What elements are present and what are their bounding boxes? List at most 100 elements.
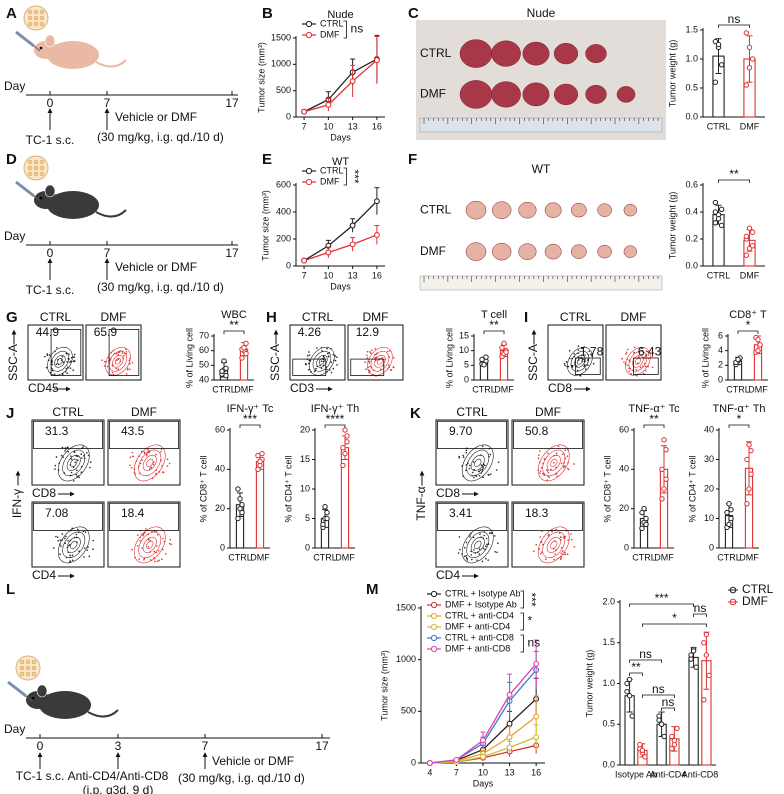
- y-axis-label: Tumor size (mm³): [379, 650, 389, 721]
- flow-event: [64, 450, 66, 452]
- legend-marker: [305, 178, 313, 186]
- flow-event: [69, 367, 72, 369]
- flow-header: DMF: [363, 310, 389, 324]
- mouse-ear: [44, 184, 56, 198]
- timeline-tick-label: 0: [47, 96, 54, 110]
- flow-event: [143, 452, 146, 455]
- tumour: [522, 82, 550, 107]
- flow-contour: [546, 536, 561, 553]
- sig-label: ***: [655, 591, 669, 605]
- flow-event: [80, 453, 82, 456]
- sig-bracket: [643, 424, 665, 428]
- flow-contour: [634, 357, 641, 365]
- flow-x-label: CD8: [436, 486, 460, 500]
- cell: [39, 9, 45, 15]
- cell: [19, 659, 25, 665]
- data-point: [712, 79, 719, 85]
- data-point: [724, 509, 730, 516]
- flow-event: [131, 451, 134, 454]
- flow-gate: [575, 357, 601, 375]
- flow-event: [73, 451, 76, 453]
- flow-event: [153, 550, 156, 553]
- flow-contour: [318, 357, 325, 365]
- flow-event: [158, 559, 160, 562]
- y-tick-label: 1.5: [602, 637, 615, 647]
- y-tick-label: 1.0: [685, 53, 698, 63]
- flow-event: [630, 372, 632, 375]
- y-tick-label: 20: [300, 424, 310, 434]
- flow-event: [590, 353, 593, 356]
- flow-contour: [546, 454, 561, 471]
- data-point: [726, 501, 732, 507]
- data-point: [661, 486, 667, 492]
- flow-contour: [142, 454, 157, 471]
- flow-event: [153, 560, 156, 563]
- flow-event: [480, 464, 483, 466]
- y-axis-label: Tumor size (mm³): [256, 42, 266, 113]
- y-tick-label: 60: [199, 345, 209, 355]
- flow-gate-value: 31.3: [45, 424, 69, 438]
- flow-contour: [632, 354, 644, 368]
- data-point: [746, 44, 753, 51]
- flow-event: [560, 552, 563, 554]
- y-tick-label: 0: [286, 260, 291, 270]
- flow-event: [88, 555, 91, 558]
- data-point: [659, 466, 665, 473]
- sig-bracket: [520, 612, 524, 631]
- flow-contour: [576, 357, 583, 365]
- flow-contour: [628, 350, 648, 372]
- flow-event: [473, 549, 475, 551]
- flow-event: [139, 539, 141, 542]
- sig-label: **: [229, 318, 239, 332]
- flow-event: [103, 365, 106, 367]
- sig-bracket: [343, 167, 347, 186]
- flow-event: [540, 467, 543, 469]
- sig-label: ***: [243, 412, 257, 426]
- flow-header: CTRL: [302, 310, 334, 324]
- data-point: [533, 734, 540, 741]
- flow-event: [458, 455, 460, 458]
- flow-event: [306, 355, 309, 357]
- legend-marker: [430, 601, 438, 609]
- cell: [33, 171, 39, 177]
- flow-event: [366, 354, 368, 357]
- flow-event: [651, 355, 654, 358]
- data-point: [480, 753, 486, 760]
- tumour: [459, 80, 493, 109]
- mouse-ear: [36, 684, 48, 698]
- sig-bracket: [520, 590, 524, 609]
- flow-event: [556, 475, 559, 477]
- data-point: [301, 108, 308, 115]
- cell: [39, 21, 45, 27]
- timeline-tick-label: 3: [115, 739, 122, 753]
- data-point: [257, 458, 263, 465]
- flow-event: [482, 467, 484, 469]
- y-tick-label: 5: [464, 360, 469, 370]
- y-axis-label: % of Living cell: [444, 328, 454, 388]
- y-tick-label: 0: [286, 111, 291, 121]
- y-tick-label: 1000: [396, 654, 416, 664]
- flow-event: [479, 533, 481, 535]
- flow-event: [465, 541, 468, 544]
- data-point: [483, 354, 489, 360]
- flow-event: [65, 367, 68, 370]
- flow-event: [533, 550, 535, 552]
- flow-event: [577, 349, 580, 351]
- flow-contour: [474, 540, 482, 550]
- flow-event: [567, 467, 569, 470]
- tumour: [571, 202, 587, 218]
- data-point: [674, 725, 680, 732]
- chart-title: Nude: [327, 9, 353, 21]
- flow-event: [305, 363, 307, 366]
- flow-event: [550, 468, 552, 471]
- y-tick-label: 0: [709, 542, 714, 552]
- flow-event: [462, 456, 465, 458]
- sig-label: ns: [351, 22, 364, 36]
- flow-event: [154, 473, 157, 475]
- flow-event: [479, 469, 482, 471]
- y-tick-label: 20: [619, 503, 629, 513]
- x-tick-label: 7: [302, 121, 307, 131]
- flow-event: [75, 473, 78, 476]
- flow-event: [77, 455, 79, 458]
- flow-event: [313, 370, 316, 373]
